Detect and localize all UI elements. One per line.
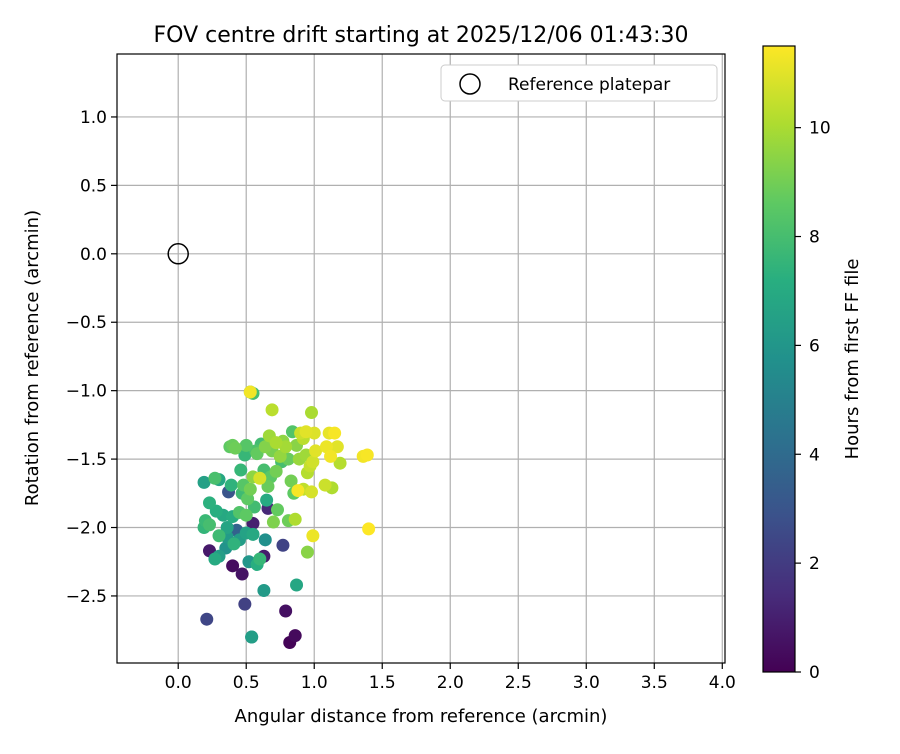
x-tick-label: 3.0	[573, 673, 600, 693]
y-tick-label: −2.5	[66, 587, 107, 607]
data-point	[208, 552, 222, 566]
data-point	[309, 444, 323, 458]
data-point	[279, 604, 293, 618]
data-point	[238, 448, 252, 462]
colorbar-gradient	[762, 45, 796, 673]
data-point	[330, 440, 344, 454]
data-point	[306, 529, 320, 543]
data-point	[202, 496, 216, 510]
y-tick-label: −2.0	[66, 519, 107, 539]
y-axis-ticks: 1.0 0.5 0.0 −0.5 −1.0 −1.5 −2.0 −2.5	[66, 108, 117, 607]
data-point	[260, 493, 274, 507]
colorbar-tick-label: 10	[809, 119, 831, 139]
data-point	[333, 456, 347, 470]
y-axis-label: Rotation from reference (arcmin)	[22, 210, 43, 506]
x-tick-label: 2.0	[437, 673, 464, 693]
data-point	[200, 612, 214, 626]
chart-title: FOV centre drift starting at 2025/12/06 …	[154, 23, 689, 48]
data-point	[226, 559, 240, 573]
legend-marker-icon	[459, 73, 481, 95]
data-point	[324, 449, 338, 463]
reference-marker	[167, 243, 189, 265]
reference-platepar-marker	[167, 243, 189, 265]
data-point	[269, 464, 283, 478]
y-tick-label: −1.5	[66, 450, 107, 470]
data-point	[299, 425, 313, 439]
data-point	[291, 484, 305, 498]
data-point	[228, 441, 242, 455]
legend: Reference platepar	[440, 64, 718, 102]
y-tick-label: −1.0	[66, 382, 107, 402]
data-point	[288, 512, 302, 526]
x-tick-label: 0.5	[233, 673, 260, 693]
y-tick-label: 0.5	[80, 176, 107, 196]
colorbar-tick-label: 0	[809, 663, 820, 683]
data-point	[202, 518, 216, 532]
data-points	[197, 385, 376, 649]
data-point	[306, 455, 320, 469]
data-point	[253, 471, 267, 485]
x-tick-label: 4.0	[709, 673, 736, 693]
data-point	[269, 436, 283, 450]
colorbar: 0 2 4 6 8 10 Hours from first FF file	[762, 45, 863, 683]
data-point	[243, 385, 257, 399]
data-point	[261, 479, 275, 493]
data-point	[220, 521, 234, 535]
data-point	[238, 597, 252, 611]
x-tick-label: 2.5	[505, 673, 532, 693]
colorbar-ticks: 0 2 4 6 8 10	[795, 119, 831, 683]
data-point	[208, 471, 222, 485]
data-point	[276, 538, 290, 552]
data-point	[239, 508, 253, 522]
data-point	[290, 578, 304, 592]
data-point	[284, 474, 298, 488]
x-tick-label: 0.0	[165, 673, 192, 693]
data-point	[360, 448, 374, 462]
data-point	[243, 482, 257, 496]
data-point	[253, 552, 267, 566]
data-point	[258, 533, 272, 547]
x-tick-label: 1.5	[369, 673, 396, 693]
data-point	[246, 527, 260, 541]
colorbar-tick-label: 4	[809, 445, 820, 465]
data-point	[245, 630, 259, 644]
legend-label: Reference platepar	[508, 75, 670, 95]
x-axis-ticks: 0.0 0.5 1.0 1.5 2.0 2.5 3.0 3.5 4.0	[165, 663, 736, 693]
data-point	[318, 478, 332, 492]
data-point	[271, 503, 285, 517]
colorbar-tick-label: 2	[809, 554, 820, 574]
x-tick-label: 1.0	[301, 673, 328, 693]
y-tick-label: −0.5	[66, 313, 107, 333]
x-tick-label: 3.5	[641, 673, 668, 693]
colorbar-tick-label: 6	[809, 336, 820, 356]
data-point	[235, 567, 249, 581]
data-point	[288, 629, 302, 643]
colorbar-label: Hours from first FF file	[842, 259, 863, 460]
y-tick-label: 0.0	[80, 245, 107, 265]
data-point	[234, 463, 248, 477]
data-point	[212, 529, 226, 543]
data-point	[305, 406, 319, 420]
data-point	[362, 522, 376, 536]
data-point	[266, 515, 280, 529]
data-point	[305, 485, 319, 499]
data-point	[227, 537, 241, 551]
data-point	[224, 478, 238, 492]
plot-frame	[116, 53, 726, 664]
gridlines	[117, 54, 725, 663]
data-point	[239, 438, 253, 452]
data-point	[197, 475, 211, 489]
data-point	[258, 440, 272, 454]
data-point	[257, 583, 271, 597]
x-axis-label: Angular distance from reference (arcmin)	[235, 706, 608, 727]
legend-box	[440, 64, 718, 102]
y-tick-label: 1.0	[80, 108, 107, 128]
data-point	[328, 426, 342, 440]
colorbar-tick-label: 8	[809, 228, 820, 248]
data-point	[273, 449, 287, 463]
data-point	[265, 403, 279, 417]
data-point	[300, 545, 314, 559]
